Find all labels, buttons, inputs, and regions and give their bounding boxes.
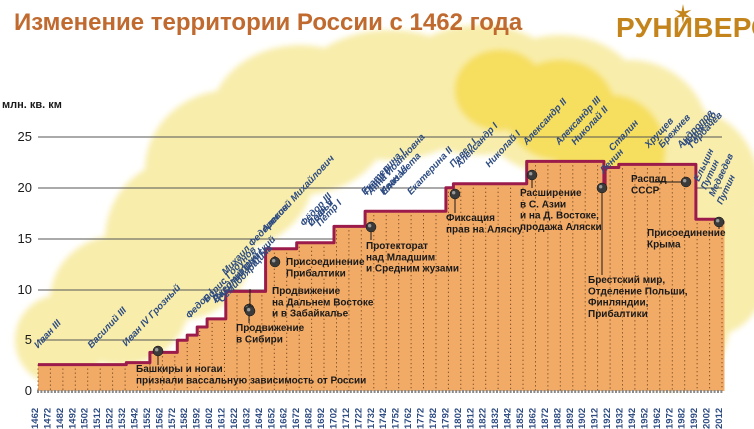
svg-text:Сталин: Сталин	[607, 118, 641, 154]
svg-text:1932: 1932	[615, 408, 626, 429]
svg-text:2002: 2002	[702, 408, 713, 429]
svg-text:1782: 1782	[428, 408, 439, 429]
svg-text:1802: 1802	[453, 408, 464, 429]
svg-text:1532: 1532	[117, 408, 128, 429]
svg-text:1892: 1892	[565, 408, 576, 429]
svg-text:Фиксация: Фиксация	[446, 213, 495, 224]
svg-text:1502: 1502	[80, 408, 91, 429]
svg-text:Крыма: Крыма	[647, 239, 681, 250]
svg-text:1602: 1602	[204, 408, 215, 429]
svg-text:1982: 1982	[677, 408, 688, 429]
svg-text:1522: 1522	[105, 408, 116, 429]
svg-text:1712: 1712	[341, 408, 352, 429]
svg-text:прав на Аляску: прав на Аляску	[446, 224, 523, 235]
svg-text:1772: 1772	[416, 408, 427, 429]
svg-text:1632: 1632	[241, 408, 252, 429]
svg-text:1852: 1852	[515, 408, 526, 429]
svg-text:1492: 1492	[67, 408, 78, 429]
svg-text:0: 0	[25, 383, 32, 398]
svg-text:1752: 1752	[391, 408, 402, 429]
svg-text:1862: 1862	[528, 408, 539, 429]
svg-text:1582: 1582	[179, 408, 190, 429]
svg-text:Финляндии,: Финляндии,	[588, 298, 649, 309]
svg-text:1832: 1832	[490, 408, 501, 429]
svg-text:1462: 1462	[30, 408, 41, 429]
svg-text:продажа Аляски: продажа Аляски	[520, 222, 602, 233]
svg-text:Присоединение: Присоединение	[647, 228, 726, 239]
svg-text:1592: 1592	[192, 408, 203, 429]
svg-text:1512: 1512	[92, 408, 103, 429]
svg-text:1872: 1872	[540, 408, 551, 429]
svg-text:1542: 1542	[130, 408, 141, 429]
svg-text:1742: 1742	[378, 408, 389, 429]
svg-text:1942: 1942	[627, 408, 638, 429]
svg-text:1992: 1992	[689, 408, 700, 429]
svg-text:Федор I: Федор I	[184, 287, 217, 321]
svg-text:1702: 1702	[329, 408, 340, 429]
svg-text:Башкиры и ногаи: Башкиры и ногаи	[136, 364, 223, 375]
svg-text:над Младшим: над Младшим	[366, 252, 435, 263]
svg-text:Продвижение: Продвижение	[272, 286, 341, 297]
svg-text:Прибалтики: Прибалтики	[588, 308, 648, 320]
svg-text:1612: 1612	[217, 408, 228, 429]
svg-text:на Дальнем Востоке: на Дальнем Востоке	[272, 297, 374, 308]
svg-text:2012: 2012	[714, 408, 725, 429]
svg-text:1732: 1732	[366, 408, 377, 429]
svg-text:1482: 1482	[55, 408, 66, 429]
svg-text:СССР: СССР	[631, 185, 660, 196]
svg-text:Расширение: Расширение	[520, 188, 582, 199]
svg-text:1922: 1922	[602, 408, 613, 429]
svg-text:Продвижение: Продвижение	[236, 323, 305, 334]
svg-text:5: 5	[25, 332, 32, 347]
svg-text:1572: 1572	[167, 408, 178, 429]
svg-text:1792: 1792	[440, 408, 451, 429]
svg-text:1552: 1552	[142, 408, 153, 429]
svg-text:Иван IV Грозный: Иван IV Грозный	[120, 282, 183, 348]
svg-text:и Средним жузами: и Средним жузами	[366, 264, 459, 275]
svg-text:Иван III: Иван III	[32, 318, 64, 351]
svg-text:1842: 1842	[503, 408, 514, 429]
svg-text:Распад: Распад	[631, 174, 667, 185]
svg-text:1762: 1762	[403, 408, 414, 429]
svg-text:Брестский мир,: Брестский мир,	[588, 275, 665, 286]
svg-text:1692: 1692	[316, 408, 327, 429]
svg-text:1902: 1902	[577, 408, 588, 429]
svg-text:1812: 1812	[465, 408, 476, 429]
svg-text:1972: 1972	[664, 408, 675, 429]
svg-text:1562: 1562	[154, 408, 165, 429]
svg-text:1882: 1882	[552, 408, 563, 429]
svg-text:Присоединение: Присоединение	[286, 257, 365, 268]
svg-text:10: 10	[18, 282, 32, 297]
svg-text:1822: 1822	[478, 408, 489, 429]
svg-text:Прибалтики: Прибалтики	[286, 267, 346, 279]
svg-text:Отделение Польши,: Отделение Польши,	[588, 286, 688, 297]
svg-text:1672: 1672	[291, 408, 302, 429]
svg-text:1682: 1682	[304, 408, 315, 429]
svg-text:1962: 1962	[652, 408, 663, 429]
svg-text:1722: 1722	[353, 408, 364, 429]
svg-text:1652: 1652	[266, 408, 277, 429]
svg-text:и на Д. Востоке,: и на Д. Востоке,	[520, 211, 599, 222]
svg-text:1952: 1952	[639, 408, 650, 429]
svg-text:1642: 1642	[254, 408, 265, 429]
svg-text:Протекторат: Протекторат	[366, 241, 428, 252]
svg-text:в С. Азии: в С. Азии	[520, 199, 566, 210]
svg-text:1662: 1662	[279, 408, 290, 429]
svg-text:25: 25	[18, 129, 32, 144]
svg-text:15: 15	[18, 231, 32, 246]
svg-text:признали вассальную зависимост: признали вассальную зависимость от Росси…	[136, 375, 366, 386]
svg-text:и в Забайкалье: и в Забайкалье	[272, 308, 349, 320]
svg-text:20: 20	[18, 180, 32, 195]
svg-text:в Сибири: в Сибири	[236, 333, 283, 345]
svg-text:1912: 1912	[590, 408, 601, 429]
svg-text:1622: 1622	[229, 408, 240, 429]
svg-text:млн. кв. км: млн. кв. км	[2, 99, 62, 111]
svg-text:1472: 1472	[42, 408, 53, 429]
